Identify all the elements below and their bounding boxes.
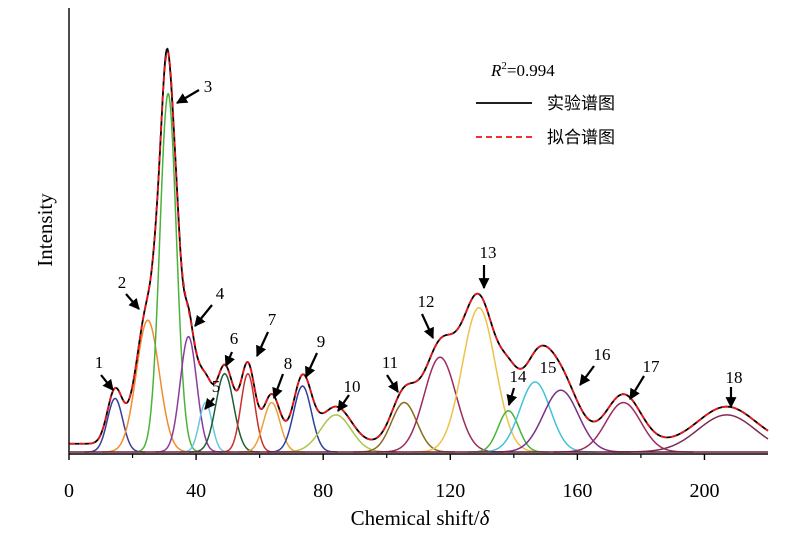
y-axis-label: Intensity [33, 193, 57, 267]
fitted-peak-16 [490, 389, 631, 453]
fitted-peak-2 [102, 319, 194, 453]
fitted-peak-17 [553, 401, 694, 453]
axes [68, 8, 768, 455]
peak-arrow-14 [506, 387, 518, 407]
fitted-peak-12 [376, 356, 504, 453]
peak-label-4: 4 [216, 284, 225, 303]
peak-label-2: 2 [118, 273, 127, 292]
peak-arrow-16 [579, 365, 595, 386]
peak-arrow-9 [305, 352, 318, 378]
peak-label-14: 14 [510, 367, 528, 386]
peak-arrow-12 [421, 313, 434, 339]
peak-label-17: 17 [643, 357, 661, 376]
peak-arrow-11 [386, 374, 399, 393]
fitted-peak-7 [219, 372, 276, 453]
peak-arrow-8 [272, 373, 285, 400]
legend-label-experimental: 实验谱图 [547, 94, 615, 113]
fitted-peak-13 [412, 307, 545, 453]
peak-label-6: 6 [230, 329, 239, 348]
peak-label-3: 3 [204, 77, 213, 96]
x-tick-label-80: 80 [313, 480, 333, 502]
peak-label-7: 7 [268, 310, 277, 329]
peak-label-13: 13 [480, 243, 497, 262]
x-tick-label-160: 160 [562, 480, 592, 502]
peak-arrow-7 [256, 331, 269, 357]
peak-label-18: 18 [726, 368, 743, 387]
peak-arrow-5 [204, 397, 216, 410]
peak-label-5: 5 [212, 377, 221, 396]
peak-arrow-17 [629, 375, 645, 400]
fitted-peak-4 [155, 335, 222, 453]
x-axis-label-symbol: δ [480, 506, 491, 530]
x-ticks: 0 40 80 120 160 200 [64, 454, 719, 502]
peak-label-9: 9 [317, 332, 326, 351]
fitted-peaks [84, 92, 769, 453]
peak-label-16: 16 [594, 345, 611, 364]
peak-label-10: 10 [344, 377, 361, 396]
fitted-peak-10 [274, 414, 397, 453]
spectrum-curves [69, 47, 769, 445]
fitted-peak-9 [266, 385, 338, 453]
fitted-peak-14 [467, 410, 549, 453]
r2-annotation: R2=0.994 [490, 60, 555, 80]
peak-label-15: 15 [540, 358, 557, 377]
fitted-peak-18 [612, 414, 769, 453]
experimental-spectrum-line [69, 47, 769, 445]
x-tick-label-120: 120 [435, 480, 465, 502]
fitted-peak-1 [84, 397, 145, 453]
peak-label-8: 8 [284, 354, 293, 373]
peak-label-12: 12 [418, 292, 435, 311]
fitted-peak-6 [189, 372, 260, 453]
peak-arrow-1 [100, 374, 114, 391]
x-tick-label-0: 0 [64, 480, 74, 502]
x-tick-label-40: 40 [186, 480, 206, 502]
legend: R2=0.994 实验谱图 拟合谱图 [476, 60, 615, 147]
x-axis-label: Chemical shift/δ [351, 506, 491, 530]
fitted-peak-15 [474, 381, 596, 453]
peak-arrow-3 [176, 89, 200, 104]
x-tick-label-200: 200 [689, 480, 719, 502]
peak-arrow-10 [337, 394, 350, 412]
peak-arrow-6 [224, 351, 235, 368]
legend-label-fitted: 拟合谱图 [547, 128, 615, 147]
peak-label-1: 1 [95, 353, 104, 372]
fitted-peak-3 [135, 92, 202, 453]
peak-arrow-2 [125, 293, 140, 310]
peak-label-11: 11 [382, 353, 398, 372]
fitted-peak-11 [353, 401, 456, 453]
peak-arrow-4 [194, 304, 213, 327]
x-axis-label-text: Chemical shift/ [351, 506, 480, 530]
fitted-spectrum-line [69, 50, 769, 445]
